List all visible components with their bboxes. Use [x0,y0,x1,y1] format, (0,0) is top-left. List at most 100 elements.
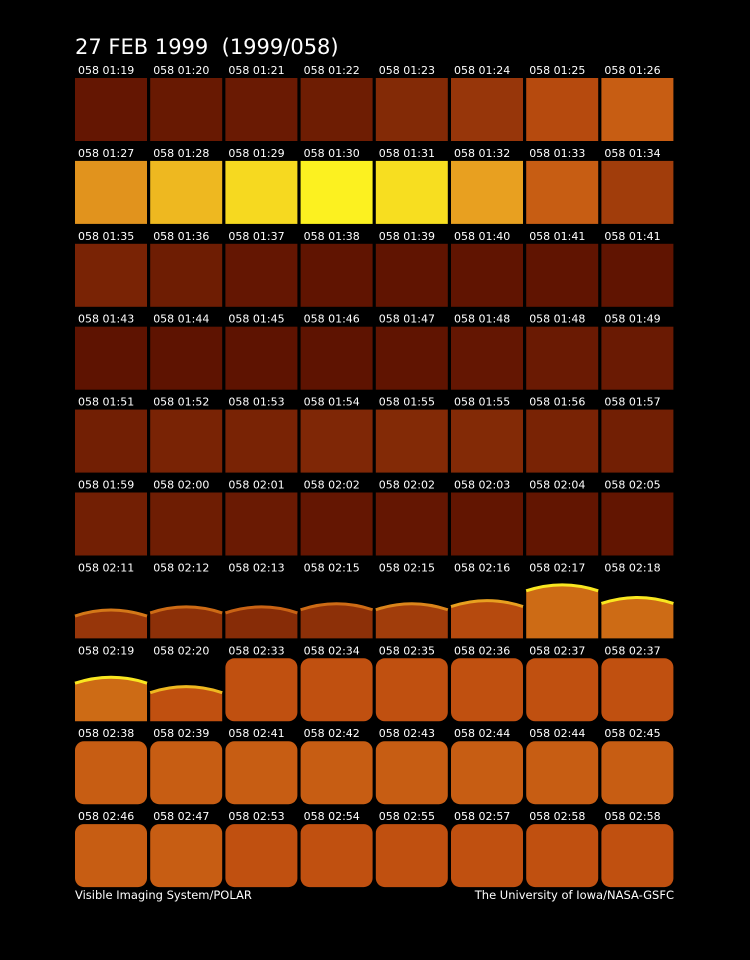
frame-label: 058 02:58 [529,810,585,823]
frame-label: 058 02:57 [454,810,510,823]
frame-limb [150,686,223,722]
frame-label: 058 01:33 [529,147,585,160]
frame-label: 058 01:48 [454,313,510,326]
frame-label: 058 01:55 [379,396,435,409]
frame-label: 058 01:51 [78,396,134,409]
frame-image [75,326,147,390]
footer-right: The University of Iowa/NASA-GSFC [474,888,674,902]
frame-label: 058 01:28 [153,147,209,160]
frame-label: 058 01:19 [78,64,134,77]
frame-image [451,658,523,722]
frame-label: 058 02:41 [228,727,284,740]
frame-label: 058 02:55 [379,810,435,823]
frame-image [375,160,448,224]
frame-label: 058 01:34 [604,147,660,160]
frame-label: 058 02:13 [228,561,284,574]
frame-label: 058 01:47 [379,313,435,326]
frame-label: 058 02:39 [153,727,209,740]
frame-label: 058 02:45 [604,727,660,740]
frame-image [225,658,298,722]
limb-edge [450,599,524,609]
frame-image [375,409,448,473]
frame-limb [375,603,448,639]
frame-label: 058 01:53 [228,396,284,409]
frame-label: 058 01:45 [228,313,284,326]
frame-label: 058 02:43 [379,727,435,740]
frame-image [225,243,298,307]
limb-edge [600,596,674,605]
frame-image [375,658,448,722]
frame-image [601,492,674,556]
frame-limb [75,677,147,722]
frame-label: 058 01:27 [78,147,134,160]
frame-image [300,824,373,888]
frame-label: 058 01:46 [304,313,360,326]
frame-image [150,824,223,888]
frame-label: 058 01:48 [529,313,585,326]
frame-image [451,741,523,805]
frame-image [300,78,373,141]
frame-image [526,409,599,473]
frame-image [375,243,448,307]
frame-image [75,78,147,141]
limb-edge [149,605,223,615]
frame-label: 058 01:37 [228,230,284,243]
frame-label: 058 02:34 [304,644,360,657]
frame-image [601,824,674,888]
frame-image [451,492,523,556]
frame-image [451,160,523,224]
frame-limb [451,600,523,639]
frame-label: 058 01:41 [529,230,585,243]
frame-label: 058 02:46 [78,810,134,823]
frame-image [526,741,599,805]
frame-image [75,409,147,473]
frame-image [150,243,223,307]
frame-label: 058 02:16 [454,561,510,574]
frame-label: 058 01:35 [78,230,134,243]
frame-image [150,78,223,141]
frame-image [526,160,599,224]
frame-image [451,78,523,141]
frame-image [300,658,373,722]
frame-label: 058 01:41 [604,230,660,243]
frame-label: 058 02:54 [304,810,360,823]
frame-label: 058 01:38 [304,230,360,243]
frame-label: 058 02:00 [153,479,209,492]
frame-label: 058 01:55 [454,396,510,409]
frame-label: 058 02:33 [228,644,284,657]
frame-label: 058 01:31 [379,147,435,160]
frame-label: 058 01:40 [454,230,510,243]
frame-image [225,78,298,141]
frame-label: 058 01:21 [228,64,284,77]
frame-label: 058 01:59 [78,479,134,492]
frame-image [75,243,147,307]
frame-label: 058 01:23 [379,64,435,77]
frame-image [375,78,448,141]
frame-image [601,78,674,141]
limb-edge [74,608,148,618]
frame-image [150,326,223,390]
frame-limb [300,603,373,639]
frame-label: 058 02:37 [604,644,660,657]
frame-image [375,824,448,888]
frame-label: 058 02:53 [228,810,284,823]
frame-image [75,741,147,805]
frame-label: 058 02:02 [379,479,435,492]
frame-image [601,160,674,224]
frame-image [375,492,448,556]
frame-label: 058 02:20 [153,644,209,657]
limb-edge [300,602,374,612]
frame-label: 058 01:32 [454,147,510,160]
frame-label: 058 02:05 [604,479,660,492]
frame-label: 058 02:19 [78,644,134,657]
frame-image [451,243,523,307]
frame-image [451,409,523,473]
frame-label: 058 02:35 [379,644,435,657]
frame-label: 058 01:57 [604,396,660,409]
frame-image [526,326,599,390]
frame-image [300,409,373,473]
frame-image [225,492,298,556]
frame-limb [225,606,298,639]
frame-image [526,492,599,556]
